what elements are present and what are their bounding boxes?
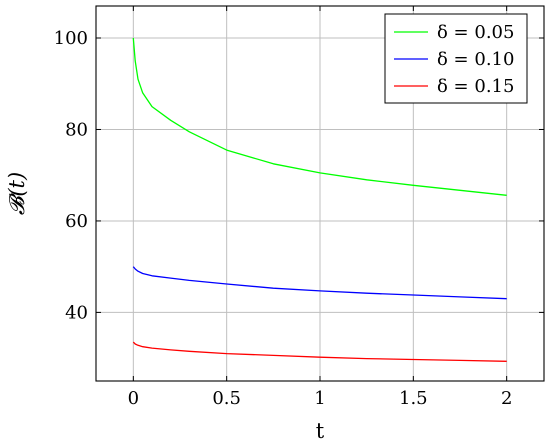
y-tick-label: 60	[65, 211, 88, 232]
x-tick-label: 0.5	[212, 388, 241, 409]
y-tick-label: 100	[54, 28, 88, 49]
y-tick-label: 80	[65, 119, 88, 140]
tick-labels: 0 0.5 1 1.5 2 40 60 80 100	[54, 28, 513, 409]
x-axis-label: t	[316, 419, 325, 442]
series-layer	[132, 37, 507, 362]
x-tick-label: 2	[501, 388, 512, 409]
tick-marks	[96, 6, 544, 381]
legend-label: δ = 0.10	[437, 49, 514, 70]
x-tick-label: 1	[314, 388, 325, 409]
series-line-1	[132, 37, 507, 196]
x-tick-label: 1.5	[399, 388, 428, 409]
series-line-2	[132, 266, 507, 300]
legend-label: δ = 0.15	[437, 76, 514, 97]
legend-label: δ = 0.05	[437, 22, 514, 43]
series-line-3	[132, 341, 507, 362]
legend: δ = 0.05 δ = 0.10 δ = 0.15	[384, 13, 528, 104]
y-axis-label: 𝓑(t)	[5, 172, 29, 215]
y-tick-label: 40	[65, 302, 88, 323]
x-tick-label: 0	[128, 388, 139, 409]
